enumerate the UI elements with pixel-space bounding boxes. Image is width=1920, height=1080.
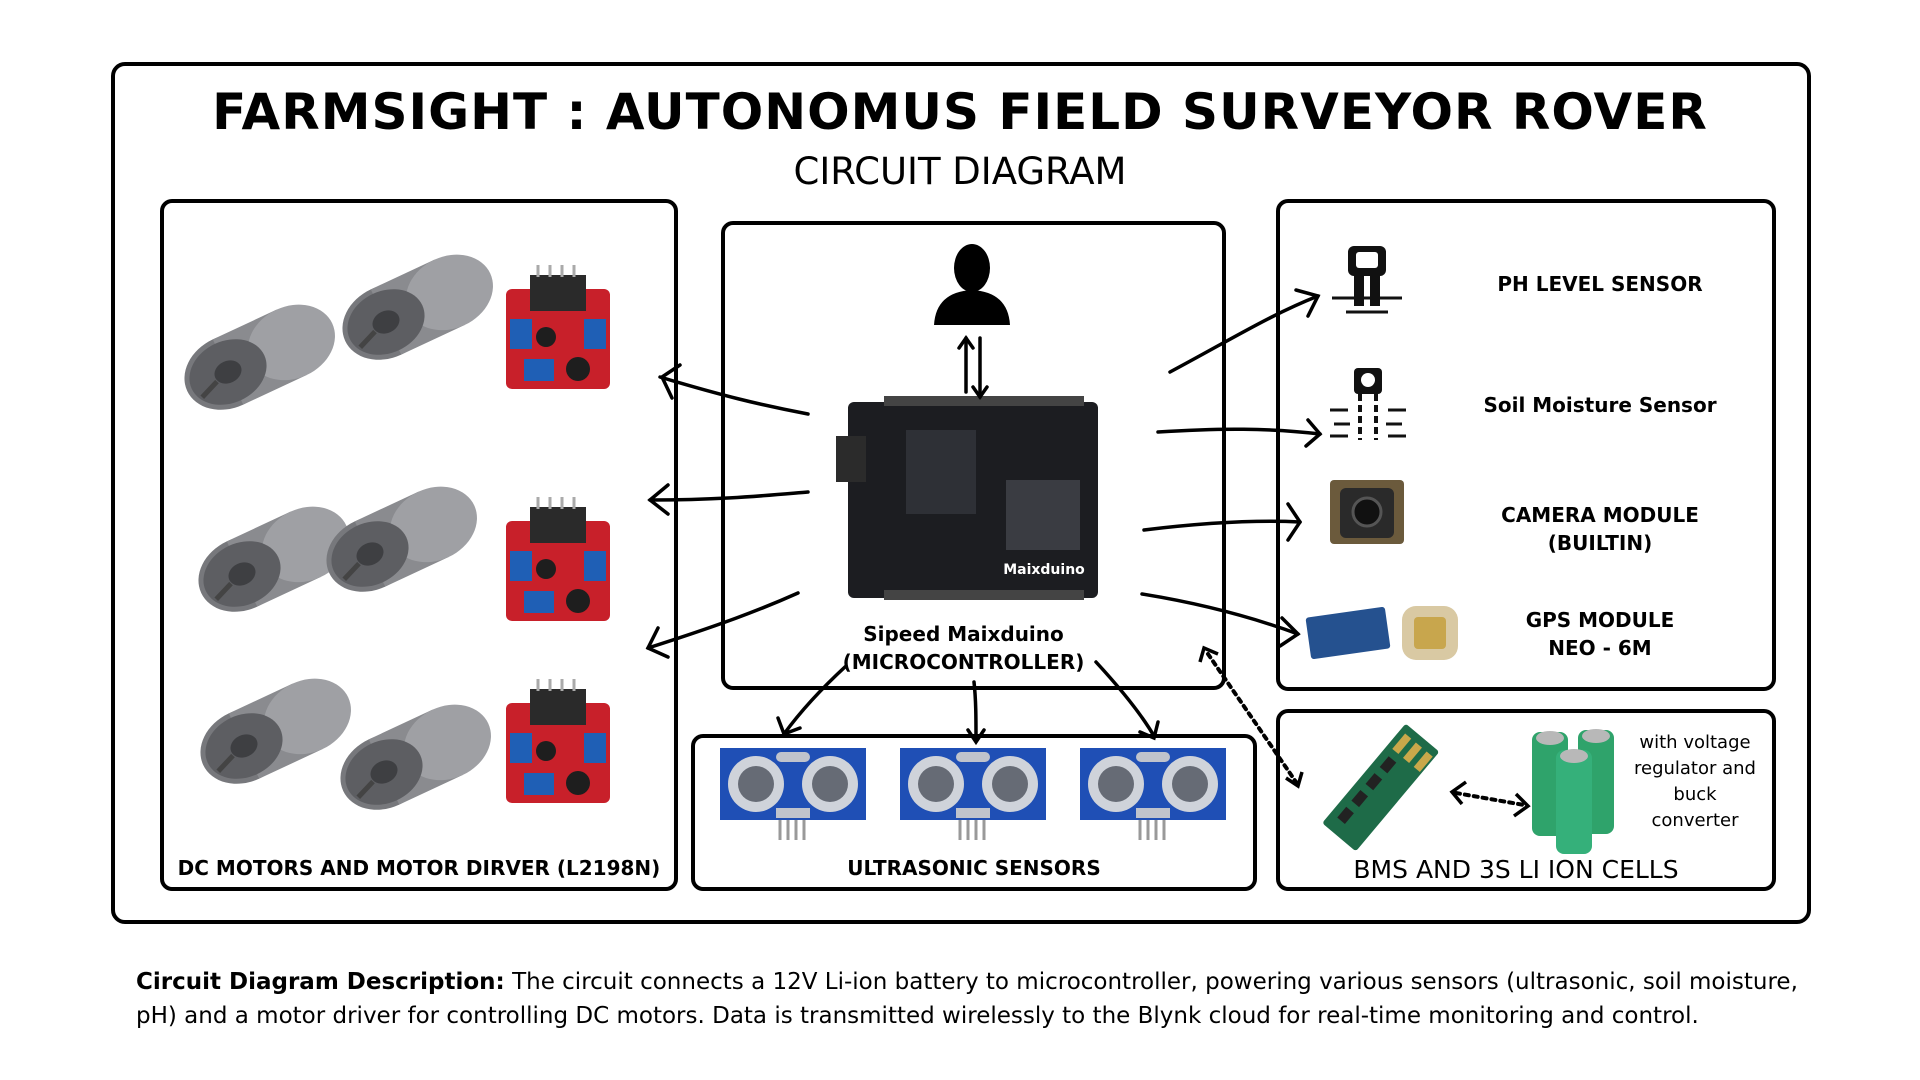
page-subtitle: CIRCUIT DIAGRAM [793,150,1127,193]
gps-label-line1: GPS MODULE [1525,608,1675,632]
ph-sensor-label: PH LEVEL SENSOR [1497,272,1703,296]
motors-panel-label: DC MOTORS AND MOTOR DIRVER (L2198N) [177,856,661,880]
diagram-description: Circuit Diagram Description: The circuit… [136,965,1836,1033]
ultrasonic-panel-label: ULTRASONIC SENSORS [847,856,1101,880]
microcontroller-panel [721,221,1226,690]
description-text: The circuit connects a 12V Li-ion batter… [136,969,1798,1029]
page-title: FARMSIGHT : AUTONOMUS FIELD SURVEYOR ROV… [212,83,1708,141]
camera-label-line2: (BUILTIN) [1547,531,1653,555]
microcontroller-label-line1: Sipeed Maixduino [863,622,1064,646]
camera-label-line1: CAMERA MODULE [1501,503,1699,527]
power-note-line1: with voltage [1639,732,1751,753]
power-panel-label: BMS AND 3S LI ION CELLS [1353,855,1679,884]
power-note-line4: converter [1651,810,1739,831]
outer-frame [111,62,1811,924]
motors-panel [160,199,678,891]
power-note-line3: buck [1673,784,1717,805]
gps-label-line2: NEO - 6M [1548,636,1652,660]
power-note-line2: regulator and [1633,758,1756,779]
description-heading: Circuit Diagram Description: [136,969,505,995]
soil-sensor-label: Soil Moisture Sensor [1483,393,1717,417]
microcontroller-label-line2: (MICROCONTROLLER) [842,650,1085,674]
power-note: with voltage regulator and buck converte… [1620,730,1770,834]
